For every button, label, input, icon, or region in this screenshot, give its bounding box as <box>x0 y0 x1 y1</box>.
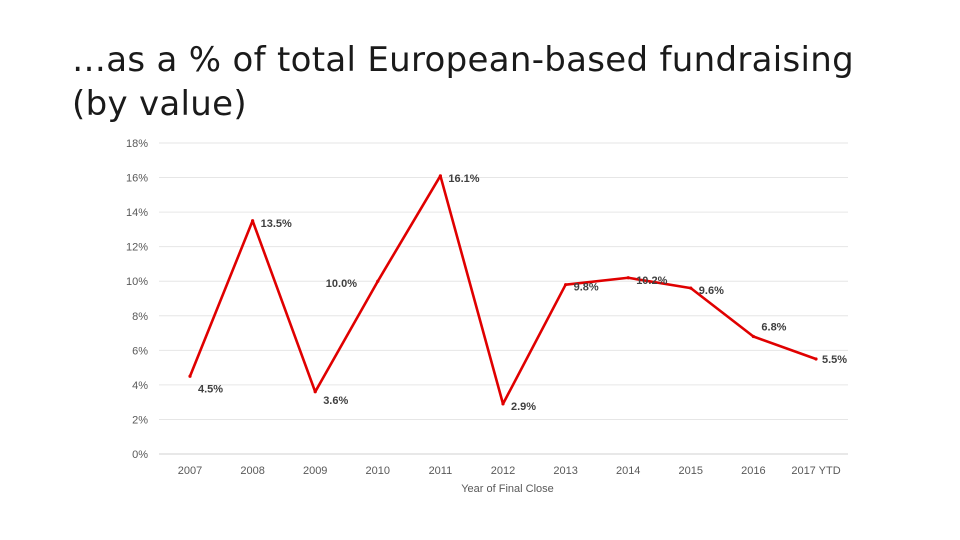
data-point <box>438 174 442 178</box>
x-axis-title: Year of Final Close <box>461 483 554 495</box>
data-label: 9.8% <box>574 282 599 294</box>
x-tick-label: 2017 YTD <box>791 465 840 477</box>
x-tick-label: 2015 <box>679 465 703 477</box>
data-point <box>376 279 380 283</box>
data-point <box>626 276 630 280</box>
data-label: 16.1% <box>448 173 479 185</box>
data-point <box>751 334 756 339</box>
data-point <box>689 286 693 290</box>
x-tick-label: 2013 <box>553 465 577 477</box>
data-label: 10.0% <box>326 278 357 290</box>
data-point <box>251 219 255 223</box>
data-label: 9.6% <box>699 285 724 297</box>
y-tick-label: 8% <box>132 311 148 323</box>
y-tick-label: 0% <box>132 449 148 461</box>
data-label: 6.8% <box>761 322 786 334</box>
data-label: 13.5% <box>261 218 292 230</box>
y-tick-label: 10% <box>126 276 148 288</box>
data-point <box>564 283 568 287</box>
data-point <box>188 374 192 378</box>
data-point <box>313 390 317 394</box>
data-label: 3.6% <box>323 395 348 407</box>
x-tick-label: 2008 <box>240 465 264 477</box>
gridlines <box>159 142 848 455</box>
data-label: 10.2% <box>636 275 667 287</box>
data-label: 4.5% <box>198 383 223 395</box>
y-axis-ticks: 0% 2% 4% 6% 8% 10% 12% 14% 16% 18% <box>126 138 148 461</box>
x-tick-label: 2009 <box>303 465 327 477</box>
x-tick-label: 2016 <box>741 465 765 477</box>
y-tick-label: 16% <box>126 173 148 185</box>
y-tick-label: 6% <box>132 345 148 357</box>
y-tick-label: 14% <box>126 207 148 219</box>
y-tick-label: 12% <box>126 242 148 254</box>
y-tick-label: 4% <box>132 380 148 392</box>
data-point <box>501 402 505 406</box>
data-label: 2.9% <box>511 401 536 413</box>
data-label: 5.5% <box>822 354 847 366</box>
x-tick-label: 2014 <box>616 465 640 477</box>
x-tick-label: 2011 <box>429 465 453 477</box>
x-tick-label: 2012 <box>491 465 515 477</box>
x-tick-label: 2010 <box>366 465 390 477</box>
x-tick-label: 2007 <box>178 465 202 477</box>
x-axis-ticks: 2007 2008 2009 2010 2011 2012 2013 2014 2015 2016… <box>178 465 841 477</box>
data-points <box>188 174 818 406</box>
data-point <box>814 357 818 361</box>
y-tick-label: 18% <box>126 138 148 150</box>
data-labels: 4.5% 13.5% 3.6% 10.0% 16.1% 2.9% 9.8% 10.2% 9.6%… <box>198 173 847 413</box>
y-tick-label: 2% <box>132 414 148 426</box>
slide-title: …as a % of total European-based fundrais… <box>72 40 855 124</box>
